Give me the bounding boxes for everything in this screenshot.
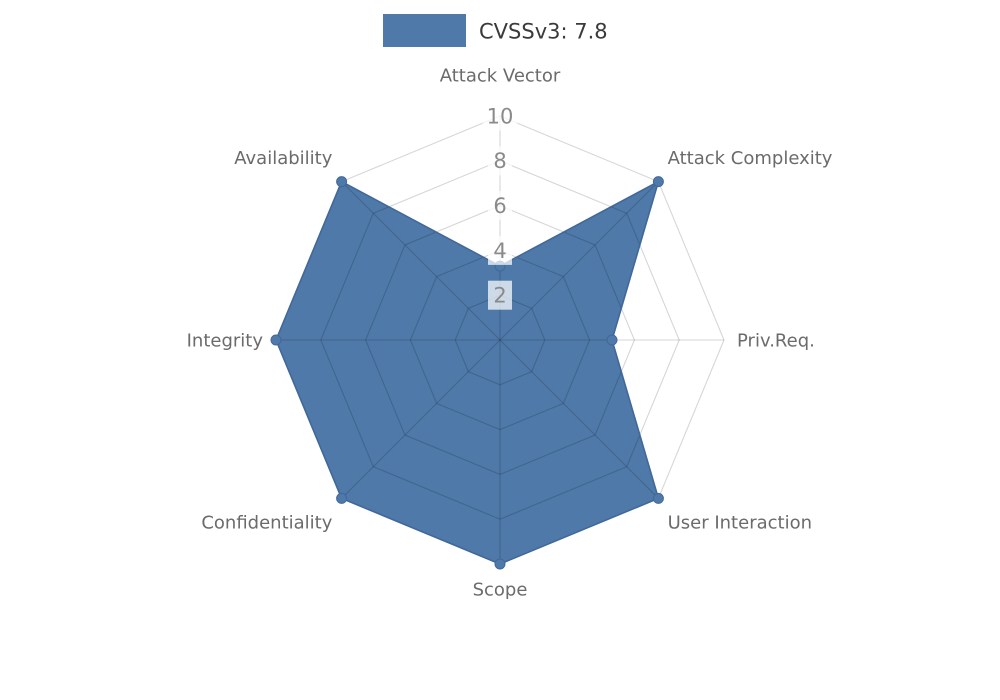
vertex-dot: [652, 176, 664, 188]
legend-swatch: [383, 14, 466, 47]
vertex-dot: [652, 492, 664, 504]
tick-label-box-10: [482, 101, 518, 131]
axis-label-user-interaction: User Interaction: [668, 513, 812, 534]
tick-label-box-8: [488, 146, 512, 176]
tick-label-10: 10: [487, 104, 514, 128]
axis-spoke: [341, 181, 501, 341]
vertex-dot: [336, 176, 348, 188]
grid-ring-2: [454, 294, 546, 386]
tick-label-6: 6: [493, 194, 506, 218]
legend-label: CVSSv3: 7.8: [479, 19, 608, 43]
tick-label-2: 2: [493, 284, 506, 308]
axis-label-availability: Availability: [234, 148, 332, 169]
vertex-dot: [336, 492, 348, 504]
axis-spoke: [341, 339, 501, 499]
grid-ring-6: [365, 205, 635, 475]
tick-label-box-2: [488, 280, 512, 310]
tick-label-8: 8: [493, 149, 506, 173]
tick-label-box-6: [488, 191, 512, 221]
axis-label-attack-complexity: Attack Complexity: [668, 148, 833, 169]
chart-legend: CVSSv3: 7.8: [383, 14, 608, 47]
radar-tick-labels-layer: 2 4 6 8 10: [482, 101, 518, 310]
axis-label-integrity: Integrity: [187, 330, 264, 351]
vertex-dot: [606, 334, 618, 346]
axis-label-scope: Scope: [473, 579, 528, 600]
grid-ring-4: [409, 249, 591, 431]
tick-label-box-4: [488, 235, 512, 265]
axis-spoke: [499, 181, 659, 341]
radar-axis-labels-layer: Attack Vector Attack Complexity Priv.Req. U…: [187, 65, 833, 600]
grid-ring-8: [320, 160, 680, 520]
axis-label-attack-vector: Attack Vector: [440, 65, 561, 86]
axis-spoke: [499, 339, 659, 499]
vertex-dot: [494, 558, 506, 570]
vertex-dot: [270, 334, 282, 346]
radar-series-fill-layer: [276, 181, 659, 565]
axis-label-priv-req: Priv.Req.: [737, 330, 815, 351]
radar-series-outline-layer: [270, 176, 664, 570]
radar-series-area: [276, 181, 659, 565]
axis-label-confidentiality: Confidentiality: [201, 513, 332, 534]
tick-label-4: 4: [493, 239, 506, 263]
